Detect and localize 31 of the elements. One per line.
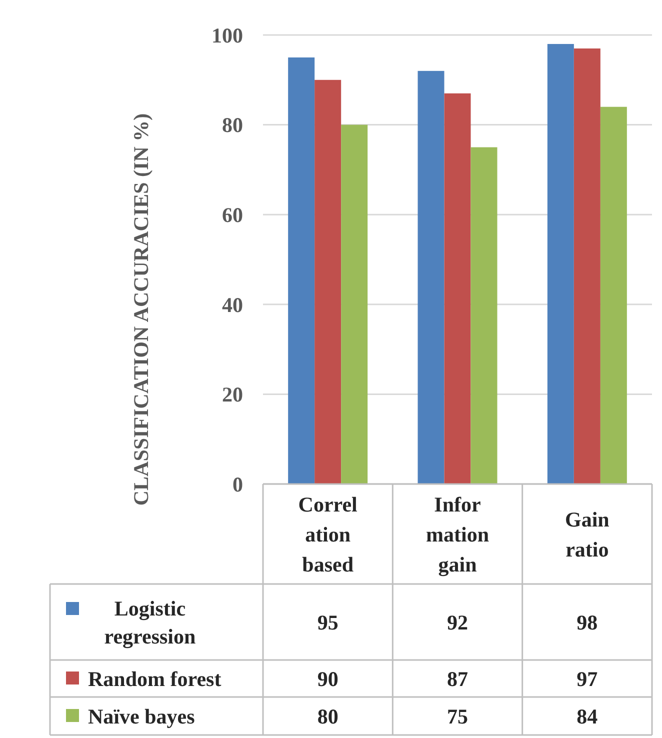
bar xyxy=(574,48,600,484)
y-tick-label: 80 xyxy=(222,113,243,138)
legend-label: Random forest xyxy=(88,666,222,691)
x-tick-label: Correl ation based xyxy=(298,492,358,576)
bar xyxy=(547,44,574,484)
y-axis-title: CLASSIFICATION ACCURACIES (IN %) xyxy=(129,113,153,506)
bar xyxy=(341,124,368,484)
bar xyxy=(288,57,315,484)
y-tick-label: 60 xyxy=(222,202,243,227)
bar xyxy=(600,106,627,484)
y-tick-label: 100 xyxy=(212,23,243,48)
bar xyxy=(418,70,444,484)
x-tick-label: Gain ratio xyxy=(564,507,610,562)
y-tick-label: 0 xyxy=(232,472,243,496)
bar xyxy=(470,147,498,484)
y-tick-label: 20 xyxy=(222,382,243,407)
x-tick-label: Infor mation gain xyxy=(426,492,490,576)
legend-label: Logistic regression xyxy=(104,596,196,648)
data-label: 95 xyxy=(317,610,338,634)
data-label: 84 xyxy=(576,704,598,728)
legend-label: Naïve bayes xyxy=(88,704,195,728)
bar xyxy=(444,93,471,484)
data-label: 98 xyxy=(576,610,598,634)
bar xyxy=(314,80,342,484)
data-label: 97 xyxy=(576,666,598,691)
y-tick-label: 40 xyxy=(222,292,243,317)
data-label: 92 xyxy=(447,610,468,634)
data-label: 90 xyxy=(317,666,338,691)
data-label: 87 xyxy=(447,666,468,691)
data-label: 80 xyxy=(317,704,338,728)
data-label: 75 xyxy=(447,704,468,728)
